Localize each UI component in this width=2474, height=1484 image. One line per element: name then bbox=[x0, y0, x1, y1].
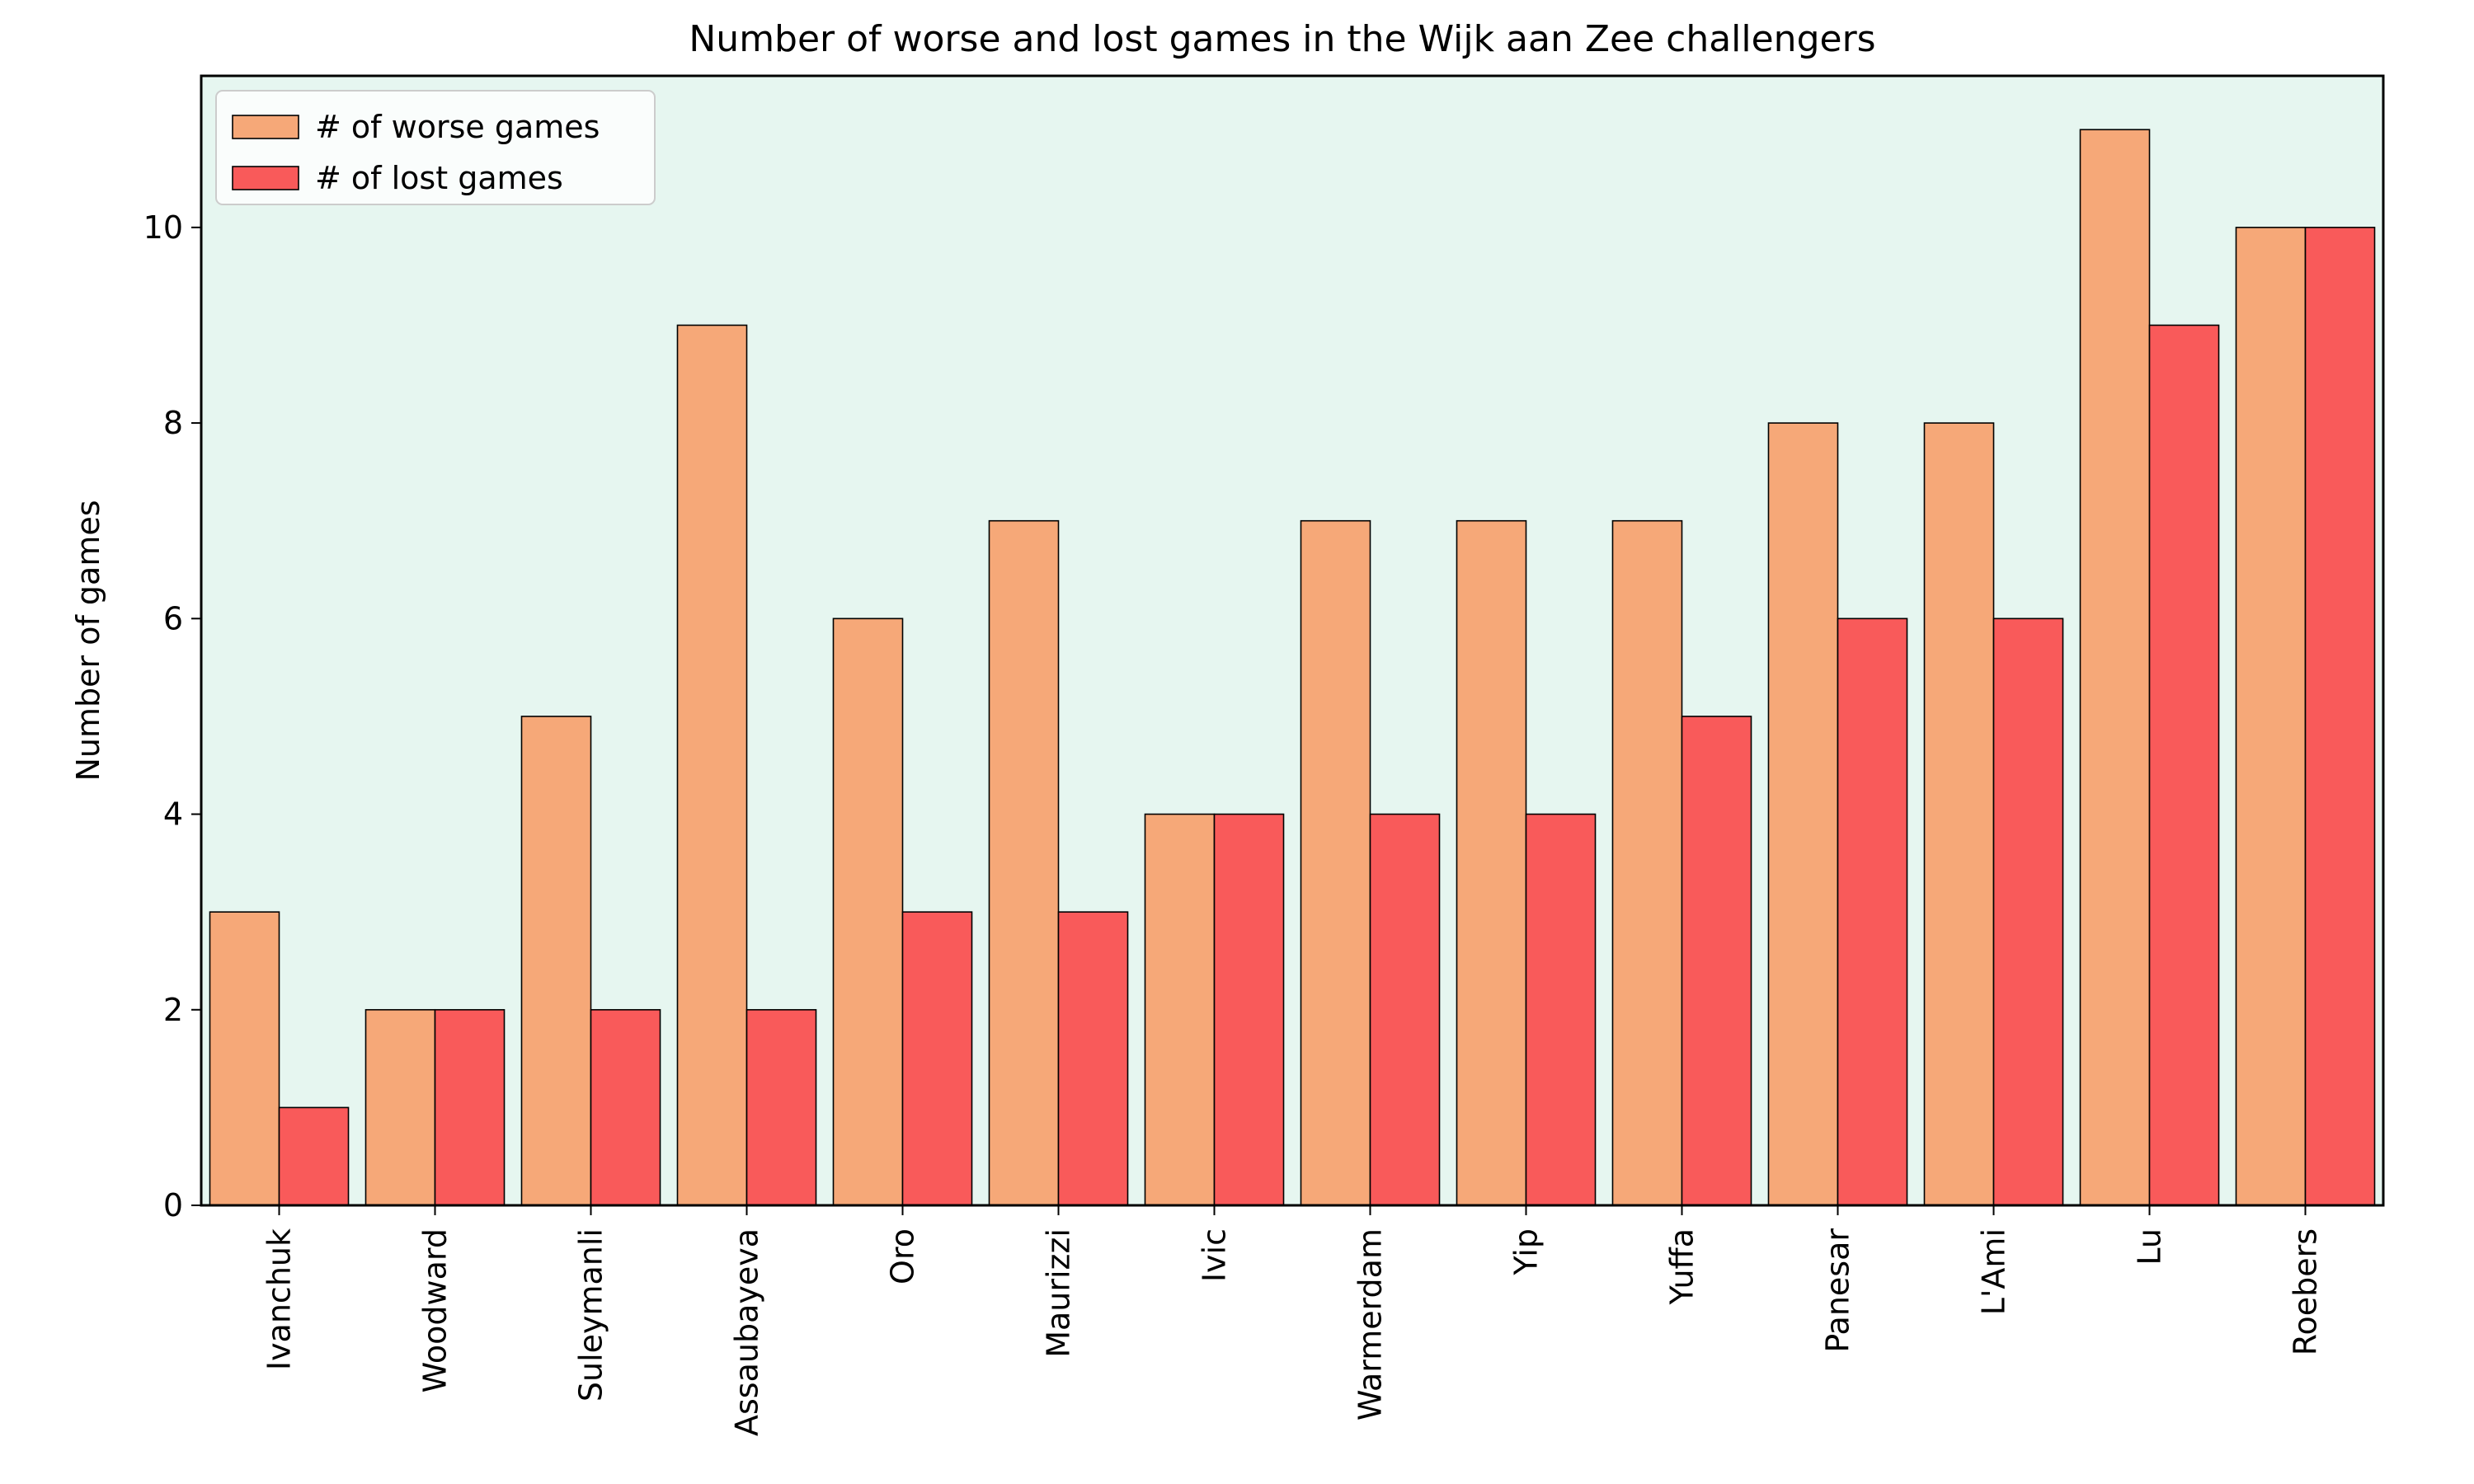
bar-worse-oro bbox=[832, 618, 904, 1206]
x-tick-label: Roebers bbox=[2288, 1228, 2324, 1355]
x-tick-label: Lu bbox=[2132, 1228, 2168, 1266]
x-tick-label: Yip bbox=[1508, 1228, 1545, 1276]
bar-lost-warmerdam bbox=[1369, 813, 1441, 1206]
x-tick-label: Warmerdam bbox=[1352, 1228, 1389, 1421]
x-tick-label: Panesar bbox=[1820, 1228, 1856, 1353]
bar-lost-lami bbox=[1992, 618, 2064, 1206]
bar-worse-lami bbox=[1923, 422, 1995, 1206]
bar-lost-yuffa bbox=[1681, 716, 1752, 1206]
y-tick-label: 0 bbox=[163, 1187, 183, 1223]
y-axis-label: Number of games bbox=[70, 500, 106, 781]
bar-worse-warmerdam bbox=[1300, 519, 1371, 1206]
axis-layer: Ivanchuk Woodward Suleymanli Assaubayeva Oro… bbox=[143, 209, 2324, 1436]
legend-swatch-lost bbox=[232, 166, 299, 190]
bar-lost-oro bbox=[901, 911, 973, 1206]
bar-lost-ivanchuk bbox=[278, 1106, 350, 1206]
bar-worse-woodward bbox=[365, 1008, 436, 1206]
legend: # of worse games # of lost games bbox=[215, 90, 656, 205]
bar-worse-ivanchuk bbox=[209, 911, 280, 1206]
x-tick-label: Assaubayeva bbox=[729, 1228, 765, 1436]
x-tick-label: Woodward bbox=[417, 1228, 454, 1392]
x-tick-label: Suleymanli bbox=[573, 1228, 609, 1402]
bar-lost-panesar bbox=[1837, 618, 1908, 1206]
legend-label-worse: # of worse games bbox=[315, 109, 600, 145]
x-tick-label: Ivic bbox=[1197, 1228, 1233, 1282]
bars-layer bbox=[209, 129, 2376, 1206]
bar-lost-suleymanli bbox=[590, 1008, 661, 1206]
bar-worse-panesar bbox=[1767, 422, 1839, 1206]
bar-worse-roebers bbox=[2235, 227, 2307, 1206]
bar-worse-lu bbox=[2079, 129, 2151, 1206]
bar-lost-lu bbox=[2148, 324, 2220, 1206]
x-tick-label: Ivanchuk bbox=[261, 1228, 298, 1370]
bar-worse-assaubayeva bbox=[676, 324, 748, 1206]
bar-lost-yip bbox=[1525, 813, 1597, 1206]
bar-worse-yip bbox=[1456, 519, 1527, 1206]
y-tick-label: 2 bbox=[163, 992, 183, 1028]
x-tick-label: Yuffa bbox=[1664, 1228, 1700, 1305]
legend-box bbox=[215, 90, 656, 205]
x-tick-label: Maurizzi bbox=[1041, 1228, 1077, 1358]
x-tick-label: Oro bbox=[885, 1228, 921, 1284]
bar-lost-woodward bbox=[434, 1008, 506, 1206]
bar-lost-maurizzi bbox=[1057, 911, 1129, 1206]
y-tick-label: 4 bbox=[163, 796, 183, 833]
legend-label-lost: # of lost games bbox=[315, 160, 563, 196]
y-tick-label: 10 bbox=[143, 209, 183, 246]
bar-lost-ivic bbox=[1213, 813, 1285, 1206]
bar-worse-maurizzi bbox=[988, 519, 1060, 1206]
y-tick-label: 6 bbox=[163, 600, 183, 636]
chart-title: Number of worse and lost games in the Wi… bbox=[689, 18, 1875, 60]
plot-frame bbox=[200, 74, 2385, 1207]
legend-swatch-worse bbox=[232, 115, 299, 139]
x-tick-label: L'Ami bbox=[1976, 1228, 2012, 1315]
bar-lost-assaubayeva bbox=[745, 1008, 817, 1206]
bar-lost-roebers bbox=[2304, 227, 2376, 1206]
bar-worse-yuffa bbox=[1611, 519, 1683, 1206]
bar-worse-suleymanli bbox=[520, 716, 592, 1206]
y-tick-label: 8 bbox=[163, 405, 183, 441]
bar-worse-ivic bbox=[1144, 813, 1216, 1206]
